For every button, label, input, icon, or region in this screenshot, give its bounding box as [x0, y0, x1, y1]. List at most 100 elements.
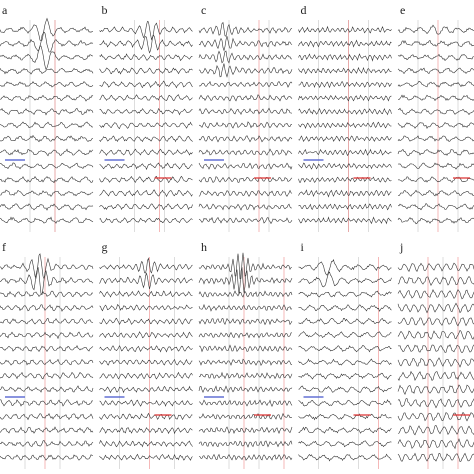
- trace: [198, 121, 292, 129]
- trace: [99, 20, 193, 41]
- trace: [0, 148, 94, 157]
- trace: [198, 453, 293, 461]
- trace: [397, 329, 474, 340]
- trace: [0, 290, 94, 298]
- trace: [198, 203, 293, 211]
- panel-label: c: [201, 3, 206, 17]
- trace: [198, 107, 293, 116]
- trace: [298, 148, 392, 157]
- trace: [198, 94, 293, 102]
- trace: [99, 53, 193, 62]
- trace: [397, 94, 474, 102]
- trace: [298, 25, 392, 34]
- trace: [99, 290, 193, 298]
- trace: [298, 440, 392, 448]
- trace: [397, 189, 474, 197]
- trace: [198, 50, 293, 64]
- trace: [99, 162, 193, 171]
- trace: [99, 135, 193, 143]
- trace: [99, 453, 193, 461]
- trace: [397, 53, 474, 62]
- trace: [99, 148, 193, 156]
- trace: [298, 290, 392, 298]
- trace: [298, 259, 392, 276]
- trace: [99, 34, 193, 54]
- trace: [0, 134, 94, 143]
- trace: [397, 302, 474, 314]
- trace: [0, 176, 94, 184]
- trace: [397, 262, 474, 273]
- trace: [99, 345, 193, 353]
- trace: [99, 371, 193, 380]
- trace: [298, 216, 392, 225]
- trace: [298, 399, 392, 407]
- trace: [397, 357, 474, 368]
- trace: [0, 385, 94, 393]
- trace: [0, 67, 94, 75]
- trace: [99, 175, 193, 184]
- trace: [0, 454, 94, 461]
- trace: [198, 385, 293, 394]
- trace: [397, 289, 474, 300]
- panel: i: [298, 240, 392, 469]
- trace: [0, 45, 94, 70]
- trace: [0, 203, 94, 211]
- trace: [298, 107, 392, 116]
- panel-label: f: [2, 240, 6, 254]
- trace: [0, 162, 94, 170]
- trace: [99, 412, 193, 421]
- trace: [99, 217, 193, 224]
- trace: [397, 425, 474, 436]
- trace: [298, 176, 392, 183]
- trace: [298, 81, 392, 89]
- trace: [298, 385, 392, 393]
- trace: [298, 317, 392, 325]
- trace: [198, 317, 293, 326]
- trace: [198, 176, 293, 183]
- trace: [397, 370, 474, 382]
- trace: [99, 203, 193, 211]
- trace: [298, 372, 392, 380]
- panel: e: [397, 3, 474, 232]
- trace: [99, 358, 193, 366]
- trace: [0, 399, 94, 407]
- panel: j: [397, 240, 474, 469]
- trace: [298, 304, 392, 312]
- trace: [397, 452, 474, 463]
- panel: c: [198, 3, 293, 232]
- panel-label: b: [102, 3, 108, 17]
- trace: [198, 216, 293, 225]
- trace: [0, 426, 94, 434]
- trace: [298, 331, 392, 338]
- trace: [397, 122, 474, 130]
- panel-label: e: [400, 3, 405, 17]
- trace: [99, 257, 193, 274]
- panel-label: d: [301, 3, 307, 17]
- trace: [298, 94, 392, 102]
- trace: [198, 135, 293, 143]
- panel-label: i: [301, 240, 305, 254]
- trace: [397, 384, 474, 396]
- trace: [0, 266, 94, 296]
- trace: [298, 426, 392, 434]
- trace: [99, 427, 193, 435]
- trace: [0, 94, 94, 102]
- trace: [397, 24, 474, 35]
- trace: [397, 149, 474, 157]
- panel-label: j: [399, 240, 403, 254]
- trace: [397, 411, 474, 422]
- trace: [0, 121, 94, 129]
- panel: g: [99, 240, 193, 469]
- trace: [298, 39, 392, 48]
- trace: [198, 426, 293, 435]
- trace: [298, 413, 392, 421]
- trace: [99, 80, 193, 89]
- trace: [0, 439, 94, 447]
- trace: [198, 36, 293, 52]
- trace: [298, 135, 392, 142]
- trace: [397, 67, 474, 75]
- trace: [298, 189, 392, 198]
- trace: [0, 413, 94, 421]
- trace: [198, 344, 293, 353]
